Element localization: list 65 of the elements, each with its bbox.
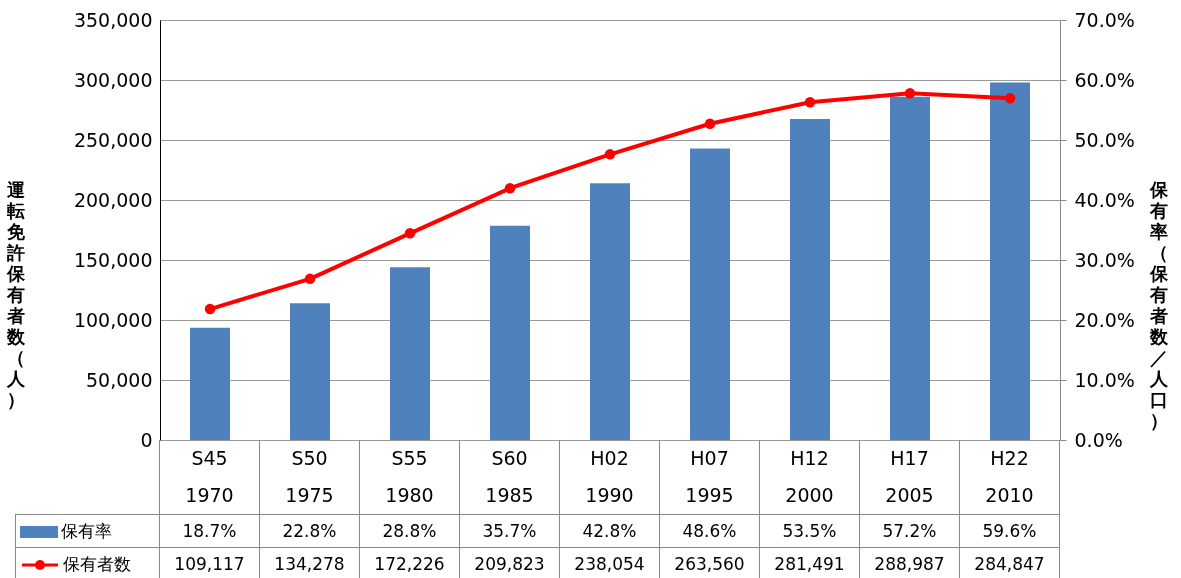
data-label: 22.8% bbox=[259, 514, 360, 548]
point bbox=[404, 228, 416, 239]
legend-label: 保有率 bbox=[15, 514, 160, 548]
y-tick-label: 50,000 bbox=[86, 368, 153, 391]
y2-tick-label: 0.0% bbox=[1074, 428, 1123, 451]
point bbox=[204, 303, 216, 315]
data-label: 109,117 bbox=[159, 547, 260, 578]
bar bbox=[490, 225, 530, 440]
point bbox=[504, 182, 516, 194]
legend-label: 保有者数 bbox=[15, 547, 160, 578]
y2-tick-label: 60.0% bbox=[1074, 68, 1135, 91]
data-label: 288,987 bbox=[859, 547, 960, 578]
data-label: 35.7% bbox=[459, 514, 560, 548]
data-label: 172,226 bbox=[359, 547, 460, 578]
y-tick-label: 150,000 bbox=[73, 248, 153, 271]
point bbox=[804, 96, 816, 108]
y-tick-label: 300,000 bbox=[73, 68, 153, 91]
data-label: 281,491 bbox=[759, 547, 860, 578]
point bbox=[704, 118, 716, 129]
y-tick-label: 250,000 bbox=[73, 128, 153, 151]
x-tick-label: S60 1985 bbox=[459, 440, 560, 515]
bar bbox=[790, 119, 830, 440]
text: 保有率（保有者数／人口） bbox=[1149, 178, 1168, 431]
x-tick-label: H12 2000 bbox=[759, 440, 860, 515]
text: 運転免許保有者数（人） bbox=[6, 178, 25, 410]
data-label: 53.5% bbox=[759, 514, 860, 548]
y2-tick-label: 40.0% bbox=[1074, 188, 1135, 211]
y2-tick-label: 30.0% bbox=[1074, 248, 1135, 271]
bar bbox=[390, 267, 430, 440]
data-label: 57.2% bbox=[859, 514, 960, 548]
x-tick-label: H22 2010 bbox=[959, 440, 1060, 515]
y2-tick-label: 20.0% bbox=[1074, 308, 1135, 331]
data-label: 134,278 bbox=[259, 547, 360, 578]
point bbox=[904, 87, 916, 99]
x-tick-label: S45 1970 bbox=[159, 440, 260, 515]
x-tick-label: H07 1995 bbox=[659, 440, 760, 515]
x-tick-label: H17 2005 bbox=[859, 440, 960, 515]
bar bbox=[990, 82, 1030, 440]
bar bbox=[190, 327, 230, 440]
y-tick-label: 200,000 bbox=[73, 188, 153, 211]
y-tick-label: 350,000 bbox=[73, 8, 153, 31]
bar bbox=[290, 303, 330, 440]
bar bbox=[890, 96, 930, 440]
bar bbox=[590, 183, 630, 440]
point bbox=[304, 273, 316, 285]
y-tick-label: 100,000 bbox=[73, 308, 153, 331]
point bbox=[1004, 92, 1016, 104]
x-tick-label: S50 1975 bbox=[259, 440, 360, 515]
x-tick-label: S55 1980 bbox=[359, 440, 460, 515]
y2-tick-label: 70.0% bbox=[1074, 8, 1135, 31]
data-label: 18.7% bbox=[159, 514, 260, 548]
data-label: 209,823 bbox=[459, 547, 560, 578]
data-label: 42.8% bbox=[559, 514, 660, 548]
point bbox=[604, 149, 616, 160]
data-label: 28.8% bbox=[359, 514, 460, 548]
data-label: 48.6% bbox=[659, 514, 760, 548]
y2-tick-label: 10.0% bbox=[1074, 368, 1135, 391]
x-tick-label: H02 1990 bbox=[559, 440, 660, 515]
data-label: 284,847 bbox=[959, 547, 1060, 578]
bar bbox=[690, 148, 730, 440]
data-label: 238,054 bbox=[559, 547, 660, 578]
data-label: 263,560 bbox=[659, 547, 760, 578]
y-tick-label: 0 bbox=[140, 428, 153, 451]
data-label: 59.6% bbox=[959, 514, 1060, 548]
y2-tick-label: 50.0% bbox=[1074, 128, 1135, 151]
